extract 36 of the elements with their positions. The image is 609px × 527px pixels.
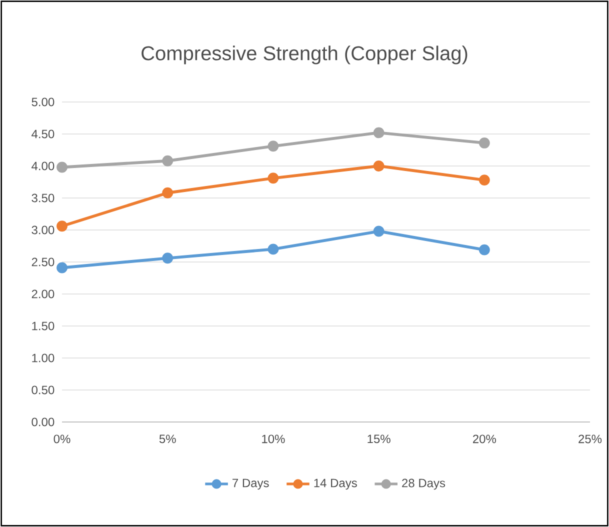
y-tick-label: 3.00	[32, 226, 54, 234]
point	[268, 244, 279, 255]
y-tick-label: 0.50	[32, 386, 54, 394]
point	[373, 160, 384, 172]
x-tick-label: 5%	[159, 434, 176, 444]
point	[56, 162, 68, 173]
point	[56, 262, 68, 274]
point	[162, 155, 174, 166]
chart-title: Compressive Strength (Copper Slag)	[142, 46, 468, 64]
point	[56, 220, 68, 232]
x-tick-label: 10%	[262, 434, 285, 444]
legend-label: 14 Days	[314, 478, 357, 490]
y-tick-label: 4.50	[32, 130, 54, 138]
point	[478, 137, 490, 148]
point	[162, 187, 174, 198]
y-tick-label: 2.50	[32, 258, 54, 266]
y-tick-label: 5.00	[32, 98, 54, 106]
x-tick-label: 25%	[578, 434, 602, 444]
point	[373, 226, 384, 237]
y-tick-label: 2.00	[32, 290, 54, 298]
point	[268, 172, 279, 184]
y-tick-label: 0.00	[32, 418, 54, 426]
y-tick-label: 4.00	[32, 162, 54, 170]
point	[478, 174, 490, 186]
point	[478, 244, 490, 256]
x-tick-label: 20%	[473, 434, 496, 444]
point	[162, 252, 174, 264]
x-tick-label: 15%	[368, 434, 390, 444]
point	[373, 127, 384, 138]
legend-label: 7 Days	[232, 478, 269, 490]
legend-label: 28 Days	[402, 478, 446, 490]
point	[268, 140, 279, 152]
y-tick-label: 1.00	[32, 354, 54, 362]
y-tick-label: 1.50	[32, 322, 54, 330]
x-tick-label: 0%	[54, 434, 70, 444]
y-tick-label: 3.50	[32, 194, 54, 202]
